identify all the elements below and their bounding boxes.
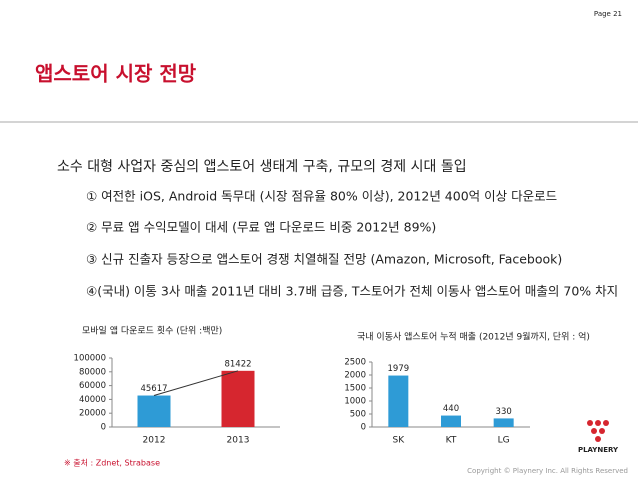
y-tick-label: 100000 [74,354,106,364]
y-tick-label: 40000 [79,395,106,405]
source: ※ 출처 : Zdnet, Strabase [64,458,160,468]
x-tick-label: LG [498,436,510,446]
bar [221,370,255,427]
item: ① 여전한 iOS, Android 독무대 (시장 점유율 80% 이상), … [86,189,557,204]
bar [137,395,171,427]
y-tick-label: 2500 [344,358,366,368]
chart-title: 국내 이동사 앱스토어 누적 매출 (2012년 9월까지, 단위 : 억) [357,331,590,343]
data-label: 1979 [388,364,410,374]
item: ③ 신규 진출자 등장으로 앱스토어 경쟁 치열해질 전망 (Amazon, M… [86,252,562,267]
y-tick-label: 500 [350,410,366,420]
x-tick-label: 2012 [143,436,166,446]
x-tick-label: KT [446,436,457,446]
y-tick-label: 1500 [344,384,366,394]
bullet: 소수 대형 사업자 중심의 앱스토어 생태계 구축, 규모의 경제 시대 돌입 [57,159,467,175]
chart-title: 모바일 앱 다운로드 횟수 (단위 :백만) [82,325,222,337]
logo-icon [587,420,609,442]
y-tick-label: 0 [361,423,366,433]
data-label: 440 [443,404,459,414]
y-tick-label: 2000 [344,371,366,381]
y-tick-label: 0 [101,423,106,433]
y-tick-label: 60000 [79,381,106,391]
bar [493,418,514,427]
item: ② 무료 앱 수익모델이 대세 (무료 앱 다운로드 비중 2012년 89%) [86,220,436,235]
y-tick-label: 20000 [79,409,106,419]
trend-line [153,370,239,397]
item: ④(국내) 이통 3사 매출 2011년 대비 3.7배 급증, T스토어가 전… [86,284,618,299]
x-tick-label: SK [393,436,406,446]
bar [388,375,409,427]
data-label: 330 [496,407,512,417]
x-tick-label: 2013 [227,436,250,446]
y-tick-label: 80000 [79,367,106,377]
y-tick-label: 1000 [344,397,366,407]
slide-title: 앱스토어 시장 전망 [35,62,197,86]
bar [441,415,461,427]
copyright: Copyright © Playnery Inc. All Rights Res… [467,467,628,475]
data-label: 81422 [224,359,251,369]
page-label: Page 21 [594,10,622,18]
logo-text: PLAYNERY [578,446,619,454]
data-label: 45617 [140,384,167,394]
